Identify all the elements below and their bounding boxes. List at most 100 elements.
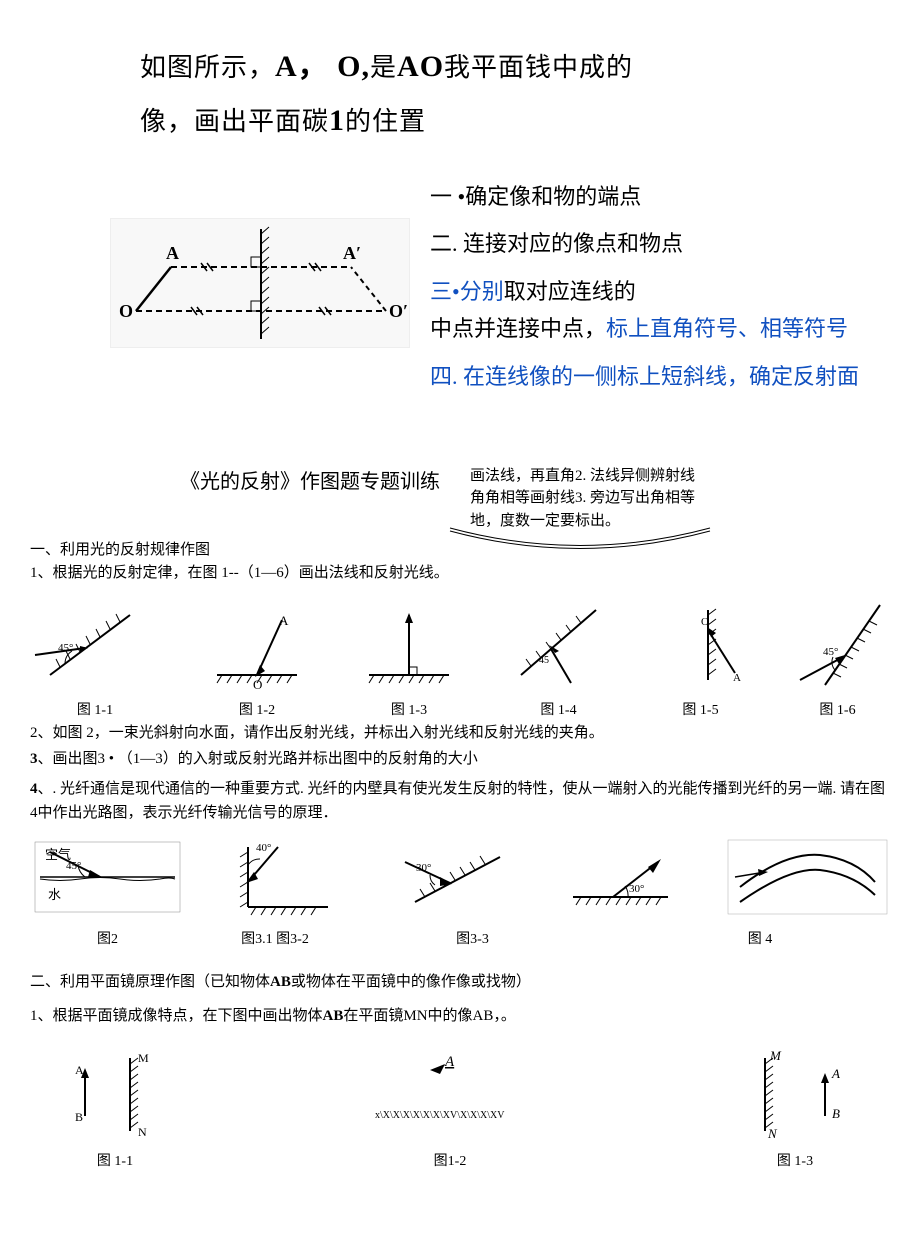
fig-1-3-caption: 图 1-3 bbox=[354, 699, 464, 719]
balloon-l2: 角角相等画射线3. 旁边写出角相等 bbox=[470, 487, 695, 510]
q3-body: 、画出图3 • （1—3）的入射或反射光路并标出图中的反射角的大小 bbox=[38, 751, 478, 767]
step-3d: 标上直角符号、相等符号 bbox=[606, 316, 848, 341]
title-bold-1: A， O, bbox=[275, 50, 370, 83]
svg-text:A: A bbox=[279, 613, 289, 628]
q1-text: 1、根据光的反射定律，在图 1--（1—6）画出法线和反射光线。 bbox=[30, 561, 890, 585]
fig-1-5-caption: 图 1-5 bbox=[653, 699, 748, 719]
fig2-caption: 图2 bbox=[30, 928, 185, 948]
fig-3-2: 30° bbox=[380, 837, 520, 922]
fig-row-1: 45° 图 1-1 A O 图 1-2 图 1-3 45 bbox=[30, 595, 890, 719]
q2-1-text: 1、根据平面镜成像特点，在下图中画出物体AB在平面镜MN中的像AB，。 bbox=[30, 1004, 890, 1028]
sect2-h1: 二、利用平面镜原理作图（已知物体 bbox=[30, 974, 270, 990]
title-line-2: 像，画出平面碳1的住置 bbox=[140, 94, 830, 148]
fig-1-6: 45° 图 1-6 bbox=[785, 595, 890, 719]
sect2-h2: 或物体在平面镜中的像作像或找物） bbox=[291, 974, 531, 990]
title-l2-right: 的住置 bbox=[345, 107, 426, 136]
title-mid: 是 bbox=[370, 53, 397, 82]
svg-text:A: A bbox=[75, 1063, 84, 1077]
fig4-caption: 图 4 bbox=[675, 928, 845, 948]
fig-1-2-caption: 图 1-2 bbox=[197, 699, 317, 719]
balloon-l1: 画法线，再直角2. 法线异侧辨射线 bbox=[470, 465, 695, 488]
fig33-caption: 图3-3 bbox=[400, 928, 545, 948]
fig-1-3: 图 1-3 bbox=[354, 595, 464, 719]
q21a: 1、根据平面镜成像特点，在下图中画出物体 bbox=[30, 1008, 323, 1024]
q3-text: 3、画出图3 • （1—3）的入射或反射光路并标出图中的反射角的大小 bbox=[30, 747, 890, 771]
sect2-ab: AB bbox=[270, 974, 291, 990]
svg-text:水: 水 bbox=[48, 887, 61, 902]
title-mid2: 我平面钱中成的 bbox=[444, 53, 633, 82]
step-4: 四. 在连线像的一侧标上短斜线，确定反射面 bbox=[430, 358, 890, 395]
balloon-note: 画法线，再直角2. 法线异侧辨射线 角角相等画射线3. 旁边写出角相等 地，度数… bbox=[470, 465, 695, 533]
step-3-line2: 中点并连接中点，标上直角符号、相等符号 bbox=[430, 310, 890, 347]
step-1: 一 •确定像和物的端点 bbox=[430, 178, 890, 215]
svg-text:B: B bbox=[832, 1106, 840, 1121]
svg-text:x\X\X\X\X\X\X\XV\X\X\X\XV: x\X\X\X\X\X\X\XV\X\X\X\XV bbox=[375, 1110, 505, 1121]
title-bold-2: AO bbox=[397, 50, 444, 83]
svg-text:O: O bbox=[701, 616, 709, 628]
svg-text:O: O bbox=[253, 677, 262, 690]
balloon-bracket-icon bbox=[440, 523, 720, 563]
svg-text:O: O bbox=[119, 301, 133, 321]
fig-1-4-caption: 图 1-4 bbox=[501, 699, 616, 719]
upper-section: A A′ O O′ 一 •确定像和物的端点 二. 连接对应的像点和物点 三•分别… bbox=[30, 178, 890, 395]
step-3b: 取对应连线的 bbox=[504, 279, 636, 304]
title-prefix: 如图所示， bbox=[140, 53, 275, 82]
section-title: 《光的反射》作图题专题训练 bbox=[180, 465, 440, 494]
fig-3-3: 30° bbox=[553, 837, 693, 922]
step-3: 三•分别取对应连线的 bbox=[430, 273, 890, 310]
fig-4 bbox=[725, 837, 890, 922]
fig-s2-3: A B M N 图 1-3 bbox=[720, 1046, 870, 1170]
svg-text:M: M bbox=[138, 1051, 149, 1065]
q2-text: 2、如图 2，一束光斜射向水面，请作出反射光线，并标出入射光线和反射光线的夹角。 bbox=[30, 721, 890, 745]
fig-row-2: 45° 空气 水 40° 30° bbox=[30, 837, 890, 922]
fig-1-6-caption: 图 1-6 bbox=[785, 699, 890, 719]
svg-text:45°: 45° bbox=[58, 642, 73, 654]
fig-1-1-caption: 图 1-1 bbox=[30, 699, 160, 719]
fig-row-3: A B M N 图 1-1 A x\X\X\X\X\X\X\XV\X\X\X\X… bbox=[30, 1046, 890, 1170]
svg-text:30°: 30° bbox=[629, 883, 644, 895]
svg-text:30°: 30° bbox=[416, 862, 431, 874]
step-3a: 三•分别 bbox=[430, 279, 504, 304]
svg-text:45: 45 bbox=[539, 655, 549, 666]
fig-1-5: O A 图 1-5 bbox=[653, 595, 748, 719]
svg-text:B: B bbox=[75, 1110, 83, 1124]
q4-body: 、. 光纤通信是现代通信的一种重要方式. 光纤的内壁具有使光发生反射的特性，使从… bbox=[30, 781, 885, 821]
svg-text:O′: O′ bbox=[389, 301, 408, 321]
svg-text:空气: 空气 bbox=[45, 847, 71, 862]
mirror-diagram: A A′ O O′ bbox=[110, 218, 410, 348]
fig-1-1: 45° 图 1-1 bbox=[30, 595, 160, 719]
fig-s2-1: A B M N 图 1-1 bbox=[50, 1046, 180, 1170]
svg-text:45°: 45° bbox=[823, 646, 838, 658]
fig31-caption: 图3.1 图3-2 bbox=[205, 928, 345, 948]
fig-3-1: 40° bbox=[218, 837, 348, 922]
fig-s2-2: A x\X\X\X\X\X\X\XV\X\X\X\XV 图1-2 bbox=[300, 1046, 600, 1170]
step-3c: 中点并连接中点， bbox=[430, 316, 606, 341]
svg-text:40°: 40° bbox=[256, 842, 271, 854]
svg-text:N: N bbox=[138, 1125, 147, 1139]
section-title-row: 《光的反射》作图题专题训练 画法线，再直角2. 法线异侧辨射线 角角相等画射线3… bbox=[30, 465, 890, 533]
q21c: 在平面镜MN中的像AB，。 bbox=[343, 1008, 516, 1024]
svg-text:N: N bbox=[767, 1126, 778, 1141]
main-title: 如图所示，A， O,是AO我平面钱中成的 像，画出平面碳1的住置 bbox=[140, 40, 830, 148]
fig-s2-3-caption: 图 1-3 bbox=[720, 1150, 870, 1170]
fig-1-4: 45 图 1-4 bbox=[501, 595, 616, 719]
q21b: AB bbox=[323, 1008, 344, 1024]
svg-text:A: A bbox=[444, 1054, 455, 1070]
fig-1-2: A O 图 1-2 bbox=[197, 595, 317, 719]
svg-text:A′: A′ bbox=[343, 243, 361, 263]
step-2: 二. 连接对应的像点和物点 bbox=[430, 225, 890, 262]
fig-s2-2-caption: 图1-2 bbox=[300, 1150, 600, 1170]
svg-text:A: A bbox=[166, 243, 179, 263]
fig-2: 45° 空气 水 bbox=[30, 837, 185, 922]
q4-text: 4、. 光纤通信是现代通信的一种重要方式. 光纤的内壁具有使光发生反射的特性，使… bbox=[30, 777, 890, 825]
svg-text:A: A bbox=[831, 1066, 840, 1081]
q4-num: 4 bbox=[30, 781, 38, 797]
title-line-1: 如图所示，A， O,是AO我平面钱中成的 bbox=[140, 40, 830, 94]
svg-text:A: A bbox=[733, 672, 741, 684]
sect2-heading: 二、利用平面镜原理作图（已知物体AB或物体在平面镜中的像作像或找物） bbox=[30, 970, 890, 994]
steps-column: 一 •确定像和物的端点 二. 连接对应的像点和物点 三•分别取对应连线的 中点并… bbox=[430, 178, 890, 395]
q3-num: 3 bbox=[30, 751, 38, 767]
fig-s2-1-caption: 图 1-1 bbox=[50, 1150, 180, 1170]
title-bold-3: 1 bbox=[329, 104, 345, 137]
title-l2-left: 像，画出平面碳 bbox=[140, 107, 329, 136]
